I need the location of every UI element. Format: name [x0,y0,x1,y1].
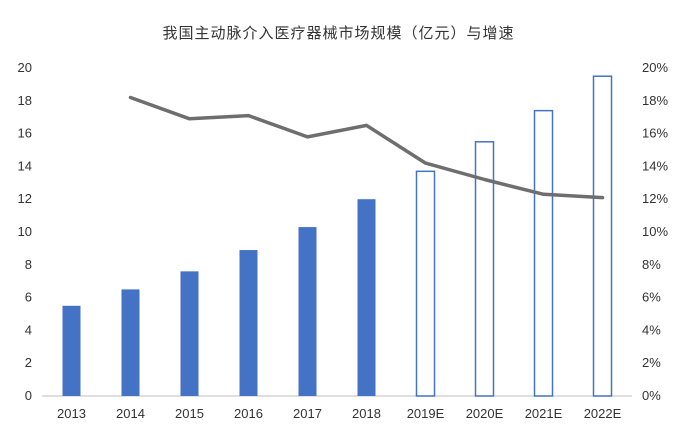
y-right-tick-label: 0% [642,388,661,403]
x-tick-label: 2022E [584,406,622,421]
y-right-tick-label: 10% [642,224,668,239]
x-tick-label: 2021E [525,406,563,421]
x-tick-label: 2013 [57,406,86,421]
x-tick-label: 2017 [293,406,322,421]
growth-rate-line [128,95,605,200]
y-right-tick-label: 16% [642,126,668,141]
bar [62,305,81,396]
x-tick-label: 2015 [175,406,204,421]
bar-forecast [533,109,554,397]
y-right-tick-label: 2% [642,355,661,370]
bar-forecast [592,75,613,397]
x-tick-label: 2014 [116,406,145,421]
x-tick-label: 2016 [234,406,263,421]
x-tick-label: 2020E [466,406,504,421]
y-right-tick-label: 12% [642,191,668,206]
bar-forecast [415,170,436,397]
bar-forecast [474,141,495,397]
y-left-tick-label: 2 [25,355,32,370]
y-right-tick-label: 20% [642,60,668,75]
bar [180,271,199,396]
bar [239,250,258,396]
chart-title: 我国主动脉介入医疗器械市场规模（亿元）与增速 [162,24,515,42]
y-left-tick-label: 0 [25,388,32,403]
y-left-tick-label: 10 [18,224,32,239]
bar [298,227,317,396]
x-tick-label: 2019E [407,406,445,421]
y-left-tick-label: 6 [25,290,32,305]
y-left-tick-label: 20 [18,60,32,75]
y-left-tick-label: 4 [25,322,32,337]
bar [357,199,376,396]
y-left-tick-label: 12 [18,191,32,206]
y-right-tick-label: 14% [642,158,668,173]
y-right-tick-label: 18% [642,93,668,108]
y-right-tick-label: 8% [642,257,661,272]
y-left-tick-label: 18 [18,93,32,108]
y-left-tick-label: 8 [25,257,32,272]
y-right-tick-label: 4% [642,322,661,337]
bar [121,289,140,396]
x-tick-label: 2018 [352,406,381,421]
y-right-tick-label: 6% [642,290,661,305]
y-left-tick-label: 14 [18,158,32,173]
y-left-tick-label: 16 [18,126,32,141]
